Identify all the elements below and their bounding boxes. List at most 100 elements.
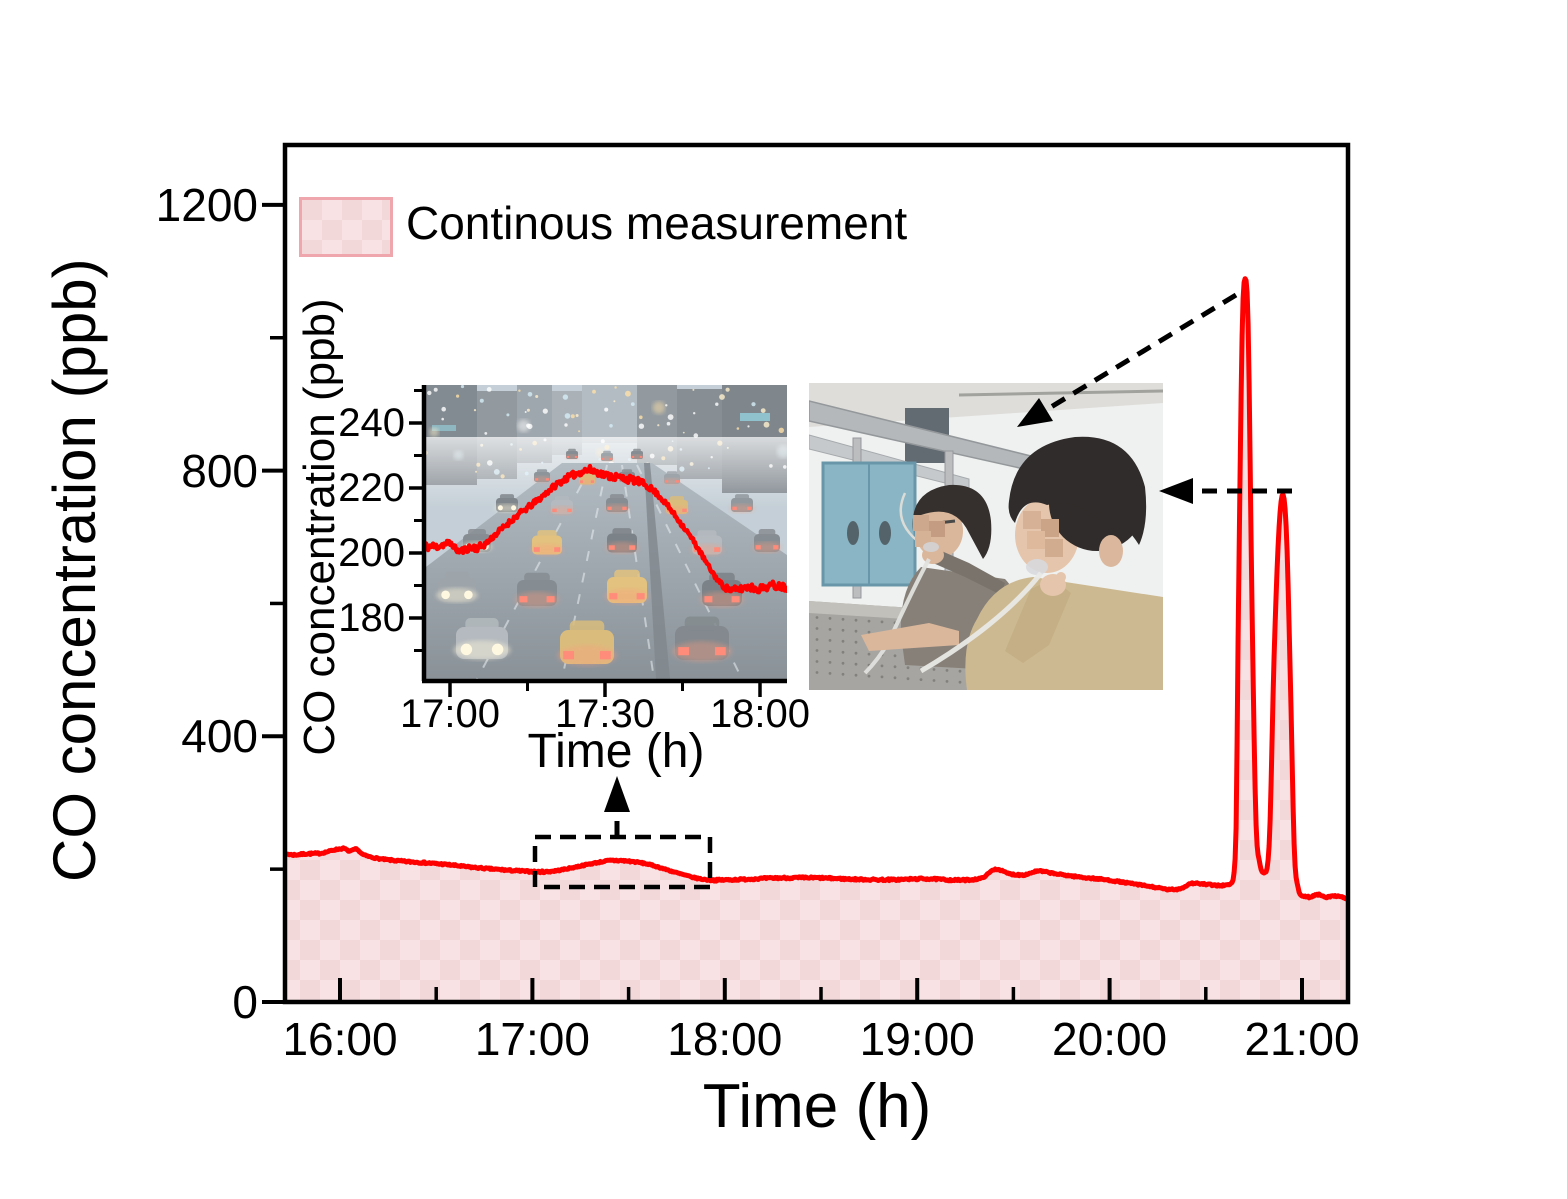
window-light-dot [747,425,750,428]
table-hole-dot [958,669,962,673]
bokeh-light [429,427,439,437]
window-light-dot [665,404,668,407]
main-axes-box [282,142,1351,1005]
table-hole-dot [854,618,858,622]
table-hole-dot [815,649,819,652]
main-series-area-fill [285,278,1347,1002]
arrow-peak2-to-photo [1159,478,1292,504]
traffic-car [530,530,564,556]
window-light-dot [564,423,568,427]
table-hole-dot [854,651,858,655]
table-hole-dot [932,679,936,682]
window-light-dot [692,388,695,391]
person-rear-arm [933,549,1005,595]
window-light-dot [613,400,616,403]
table-hole-dot [828,639,832,642]
window-light-dot [625,390,631,397]
traffic-car [436,571,478,603]
window-light-dot [456,394,460,398]
window-light-dot [592,389,596,394]
window-light-dot [778,427,784,433]
window-light-dot [657,424,660,427]
window-light-dot [562,394,569,400]
person-front [919,436,1163,690]
table-hole-dot [815,638,819,641]
person-front-raised-arm [1005,579,1071,663]
table-hole-dot [854,662,858,666]
window-light-dot [725,387,730,392]
arrow-box-to-inset [604,776,630,835]
table-hole-dot [854,629,858,633]
traffic-car [605,528,639,554]
door-handle-left [847,521,859,545]
table-hole-dot [919,678,923,681]
traffic-car [600,450,614,462]
traffic-median-barrier [644,463,670,679]
traffic-car [605,569,649,605]
person-front-mouthpiece [1026,559,1048,575]
table-hole-dot [854,640,858,644]
traffic-car [557,620,617,666]
window-light-dot [682,431,685,434]
window-light-dot [693,433,699,438]
person-front-hair [1008,436,1147,545]
window-light-dot [604,407,609,412]
table-hole-dot [893,654,897,658]
breath-photo-wash [809,383,1163,690]
window-light-dot [484,432,488,435]
window-light-dot [506,413,510,417]
table-hole-dot [828,628,832,631]
table-hole-dot [945,680,949,683]
ceiling-pipe [958,389,1163,397]
arrowhead-downleft-icon [1017,398,1053,427]
person-rear-mouthpiece [923,542,939,552]
traffic-car [604,494,630,513]
window-light-dot [736,427,740,430]
table-hole-dot [958,680,962,684]
table-hole-dot [906,666,910,670]
person-rear-face-blur [913,515,945,547]
window-light-dot [441,417,444,421]
inset-axes-spines [421,385,787,684]
window-light-dot [639,415,643,420]
window-light-dot [441,406,446,412]
table-hole-dot [854,673,858,677]
table-hole-dot [841,639,845,643]
window-light-dot [638,423,645,429]
table-hole-dot [841,617,845,621]
table-hole-dot [828,650,832,653]
window-light-dot [630,402,635,406]
traffic-photo [422,385,787,679]
window-light-dot [719,394,725,400]
person-front-finger [1056,572,1066,582]
zoom-region-dashed-box [532,834,713,890]
traffic-car [494,494,520,513]
table-hole-dot [867,630,871,634]
window-light-dot [693,412,696,415]
person-front-face-blur [1023,511,1063,557]
table-hole-dot [867,674,871,678]
window-light-dot [479,398,484,403]
table-hole-dot [932,668,936,671]
traffic-car [453,618,511,660]
window-light-dot [542,408,548,414]
traffic-car [672,616,732,662]
bokeh-light [652,401,666,414]
table-hole-dot [815,671,819,674]
window-light-dot [518,389,521,392]
person-front-ear [1099,535,1123,567]
window-light-dot [575,414,579,417]
bokeh-light [517,419,530,432]
window-light-dot [666,421,671,426]
table-hole-dot [893,665,897,669]
window-light-dot [760,408,766,413]
window-light-dot [609,424,613,428]
person-rear-hair [912,484,992,559]
table-hole-dot [880,664,884,668]
person-front-tube [919,571,1043,674]
arrowhead-left-icon [1159,478,1193,504]
window-light-dot [715,402,719,406]
window-light-dot [578,430,581,433]
table-hole-dot [841,672,845,676]
